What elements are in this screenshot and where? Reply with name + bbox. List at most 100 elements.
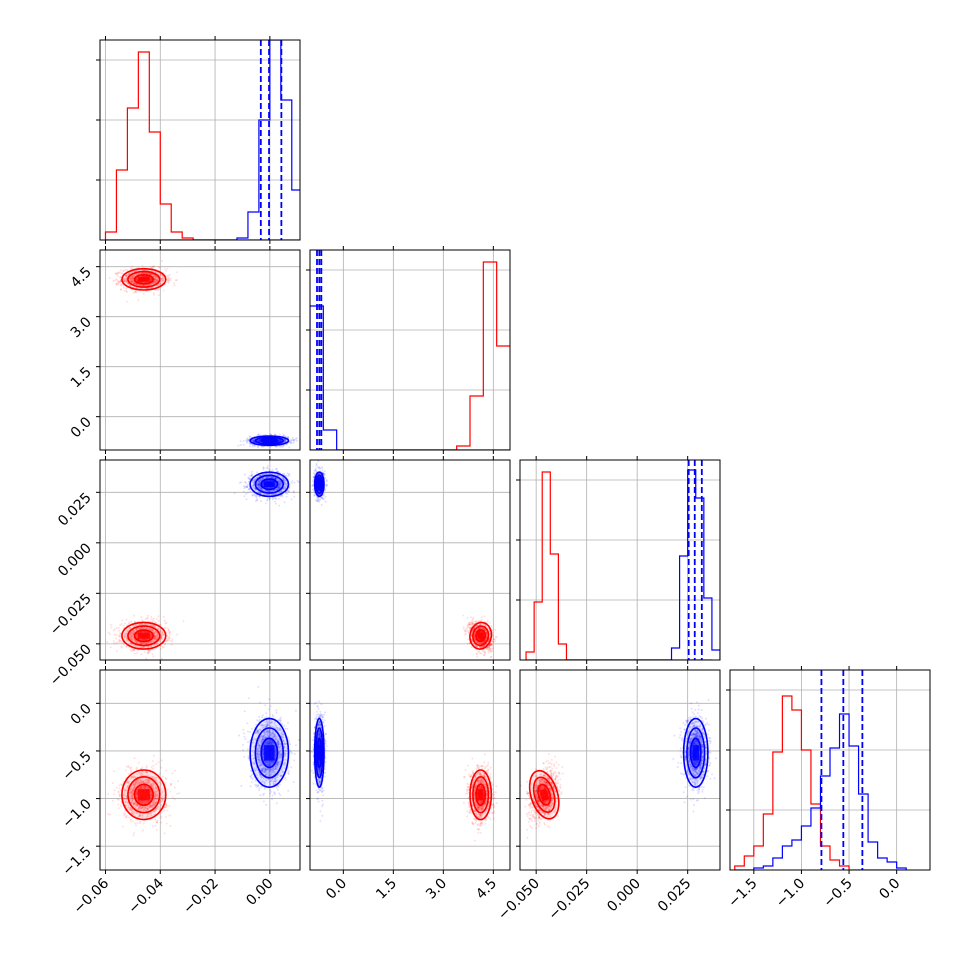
y-tick-label-p2: 0.000	[55, 540, 95, 580]
peak-red	[137, 276, 150, 282]
hist-blue-p1	[310, 305, 510, 450]
contour-blue	[315, 474, 324, 494]
y-tick-label-p3: −0.5	[59, 748, 94, 783]
x-tick-label-p0: −0.04	[125, 875, 167, 917]
peak-blue	[264, 745, 275, 761]
histogram-0	[104, 40, 300, 240]
histogram-2	[525, 460, 720, 660]
x-tick-label-p2: −0.025	[546, 876, 594, 924]
y-ticks-1-1	[306, 269, 310, 391]
x-tick-label-p2: 0.025	[655, 876, 695, 916]
hist-blue-p3	[734, 713, 907, 870]
panel-frame-3-3	[729, 669, 931, 871]
y-tick-label-p3: 0.0	[68, 701, 95, 728]
x-ticks-3-0	[104, 666, 271, 874]
y-ticks-2-2	[516, 479, 520, 601]
contour-blue	[313, 717, 325, 788]
x-ticks-2-1	[342, 456, 494, 664]
histogram-3	[734, 670, 907, 870]
peak-red	[477, 632, 485, 640]
y-tick-label-p3: −1.5	[59, 844, 94, 879]
panel-frame-3-0	[99, 669, 301, 871]
contour-blue	[249, 471, 290, 498]
contour-red	[469, 621, 493, 650]
x-tick-label-p1: 3.0	[423, 876, 450, 903]
y-ticks-2-0	[96, 491, 100, 645]
y-tick-label-p1: 1.5	[68, 364, 95, 391]
panel-frame-3-2	[519, 669, 721, 871]
panel-frame-1-0	[99, 249, 301, 451]
y-tick-label-p1: 4.5	[68, 264, 95, 291]
scatter-1-0	[100, 260, 300, 449]
peak-blue	[264, 439, 275, 442]
peak-blue	[318, 481, 321, 487]
y-tick-label-p2: 0.025	[55, 490, 95, 530]
contour-blue	[682, 717, 709, 788]
contour-red	[127, 625, 161, 647]
y-ticks-0-0	[96, 59, 100, 181]
x-tick-label-p1: 1.5	[373, 876, 400, 903]
contour-blue	[254, 474, 285, 494]
x-tick-label-p3: −1.5	[725, 876, 760, 911]
contour-blue	[254, 436, 285, 445]
peak-blue	[318, 745, 321, 761]
peak-blue	[264, 481, 275, 487]
y-tick-label-p1: 3.0	[68, 314, 95, 341]
x-ticks-0-0	[104, 36, 271, 244]
contour-red	[472, 625, 490, 647]
contour-red	[121, 769, 167, 821]
hist-blue-p2	[526, 469, 720, 660]
contour-red	[469, 769, 493, 821]
x-ticks-2-0	[104, 456, 271, 664]
contour-red	[127, 776, 161, 814]
contour-red	[472, 776, 490, 814]
x-ticks-1-0	[104, 246, 271, 454]
peak-red	[137, 789, 150, 801]
contour-blue	[315, 727, 324, 779]
y-ticks-3-2	[516, 702, 520, 847]
scatter-3-1	[310, 700, 498, 842]
x-tick-label-p1: 4.5	[473, 876, 500, 903]
panel-frame-1-1	[309, 249, 511, 451]
x-tick-label-p1: 0.0	[323, 876, 350, 903]
hist-red-p2	[525, 471, 712, 660]
scatter-3-2	[520, 699, 718, 839]
contour-red	[532, 776, 556, 813]
x-ticks-3-2	[535, 666, 689, 874]
contour-blue	[249, 717, 290, 788]
x-ticks-1-1	[342, 246, 494, 454]
y-tick-label-p1: 0.0	[68, 414, 95, 441]
peak-red	[539, 788, 550, 802]
x-ticks-2-2	[535, 456, 689, 664]
x-tick-label-p0: −0.06	[71, 875, 113, 917]
panel-frame-2-2	[519, 459, 721, 661]
contour-blue	[313, 471, 325, 498]
x-ticks-3-3	[753, 666, 898, 874]
scatter-2-0	[106, 464, 300, 660]
contour-red	[121, 267, 167, 291]
panel-frame-2-0	[99, 459, 301, 661]
y-tick-label-p3: −1.0	[59, 796, 94, 831]
panel-frame-0-0	[99, 39, 301, 241]
y-ticks-3-0	[96, 702, 100, 847]
x-tick-label-p0: 0.00	[243, 876, 276, 909]
grid-2-2	[520, 460, 720, 660]
hist-red-p1	[310, 261, 510, 450]
panel-frame-2-1	[309, 459, 511, 661]
hist-red-p3	[734, 695, 907, 870]
contour-blue	[249, 435, 290, 447]
y-ticks-1-0	[96, 266, 100, 418]
y-ticks-3-3	[726, 689, 730, 811]
y-tick-label-p2: −0.050	[47, 641, 95, 689]
x-tick-label-p3: −0.5	[821, 876, 856, 911]
grid-1-1	[310, 250, 510, 450]
contour-red	[528, 769, 560, 820]
contour-red	[127, 270, 161, 288]
x-tick-label-p3: 0.0	[876, 876, 903, 903]
x-tick-label-p2: −0.050	[495, 876, 543, 924]
x-ticks-3-1	[342, 666, 494, 874]
peak-red	[137, 632, 150, 639]
scatter-3-0	[107, 685, 300, 837]
x-tick-label-p2: 0.000	[604, 876, 644, 916]
